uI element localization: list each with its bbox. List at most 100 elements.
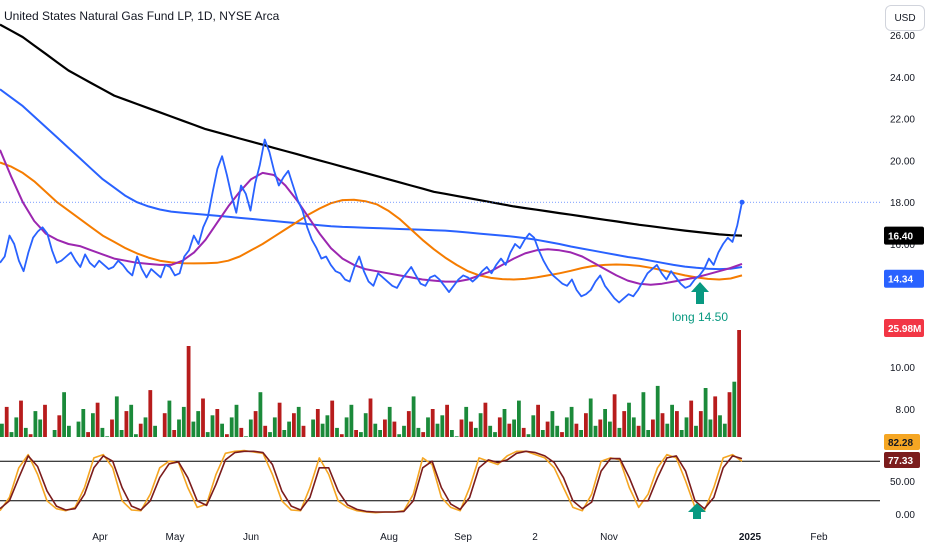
volume-bar [248, 419, 253, 437]
volume-bar [627, 402, 631, 437]
volume-bar [196, 411, 201, 437]
volume-bar [430, 409, 435, 437]
volume-bar [287, 421, 291, 437]
volume-bar [33, 411, 38, 437]
volume-bar [675, 411, 679, 437]
volume-bar [368, 398, 373, 437]
volume-bar [263, 425, 268, 437]
stoch-d-line [0, 450, 743, 513]
volume-bar [531, 415, 536, 437]
price-tick-label: 26.00 [890, 31, 915, 42]
volume-bar [469, 421, 473, 437]
time-tick-label: Sep [454, 532, 472, 543]
volume-bar [162, 413, 167, 437]
volume-bar [181, 406, 186, 437]
volume-bar [646, 430, 651, 437]
volume-bar [86, 432, 90, 437]
volume-bar [450, 430, 454, 437]
price-tick-label: 18.00 [890, 198, 915, 209]
volume-bar [191, 421, 196, 437]
stoch-arrow-icon [688, 503, 706, 519]
time-tick-label: May [166, 532, 185, 543]
volume-bar [9, 432, 14, 437]
volume-bar [292, 413, 296, 437]
stoch-tick-label: 0.00 [896, 510, 916, 521]
volume-bar [679, 430, 684, 437]
price-badge-bg [884, 269, 924, 288]
stochastic-pane [0, 449, 880, 519]
volume-bar [411, 396, 416, 437]
volume-bar [201, 398, 205, 437]
price-tick-label: 20.00 [890, 156, 915, 167]
time-axis[interactable]: Apr May Jun Aug Sep 2 Nov 2025 Feb [92, 532, 828, 543]
volume-bar [220, 423, 224, 437]
volume-bar [23, 427, 28, 437]
volume-bar [507, 423, 512, 437]
volume-bar [684, 417, 689, 437]
volume-bar [239, 427, 244, 437]
volume-bar [536, 404, 540, 437]
volume-bar [497, 417, 502, 437]
volume-bar [129, 404, 134, 437]
volume-bar [636, 425, 641, 437]
volume-bar [416, 427, 421, 437]
volume-bar [76, 421, 81, 437]
volume-bar [105, 436, 110, 437]
stoch-badge-label: 82.28 [888, 438, 913, 449]
volume-bar [588, 398, 593, 437]
volume-bar [268, 432, 272, 437]
volume-bar [564, 417, 569, 437]
volume-bar [641, 392, 646, 437]
volume-bar [349, 404, 354, 437]
volume-bar [488, 425, 493, 437]
volume-bar [225, 434, 229, 437]
volume-bar [344, 417, 349, 437]
currency-button[interactable]: USD [885, 5, 925, 31]
volume-bar [421, 432, 426, 437]
stoch-badge: 82.28 [884, 434, 920, 450]
volume-bar [727, 392, 732, 437]
volume-bar [718, 415, 722, 437]
volume-bar [521, 427, 526, 437]
price-pane: long 14.50 [0, 23, 880, 324]
volume-bar [354, 430, 358, 437]
volume-bar [138, 423, 143, 437]
volume-bar [143, 417, 148, 437]
volume-bar [392, 421, 397, 437]
time-tick-label: Aug [380, 532, 398, 543]
volume-bar [540, 430, 545, 437]
chart-title: United States Natural Gas Fund LP, 1D, N… [4, 9, 280, 23]
volume-bar [703, 388, 708, 437]
volume-bar [555, 425, 560, 437]
volume-bar [215, 409, 220, 437]
volume-bar [402, 425, 406, 437]
price-badge-label: 25.98M [888, 324, 921, 335]
volume-bar [708, 419, 713, 437]
volume-bar [301, 425, 306, 437]
volume-bar [545, 421, 550, 437]
volume-bar [459, 419, 464, 437]
volume-bar [134, 434, 138, 437]
sma-100-line [0, 88, 743, 271]
time-tick-label: Nov [600, 532, 618, 543]
volume-bar [435, 423, 440, 437]
volume-bar [473, 427, 478, 437]
moving-average-purple-line [0, 149, 743, 286]
volume-bar [464, 406, 469, 437]
volume-bar [622, 411, 627, 437]
volume-bar [19, 400, 23, 437]
price-badge-bg [884, 226, 924, 245]
volume-bar [210, 415, 215, 437]
volume-bar [689, 400, 694, 437]
volume-bar [186, 346, 191, 437]
volume-bar [478, 413, 483, 437]
volume-bar [426, 417, 430, 437]
volume-bar [483, 402, 488, 437]
volume-bar [244, 436, 248, 437]
price-badge: 14.34 [884, 269, 924, 288]
price-line [0, 138, 743, 304]
volume-bar [311, 419, 315, 437]
volume-bar [296, 406, 301, 437]
